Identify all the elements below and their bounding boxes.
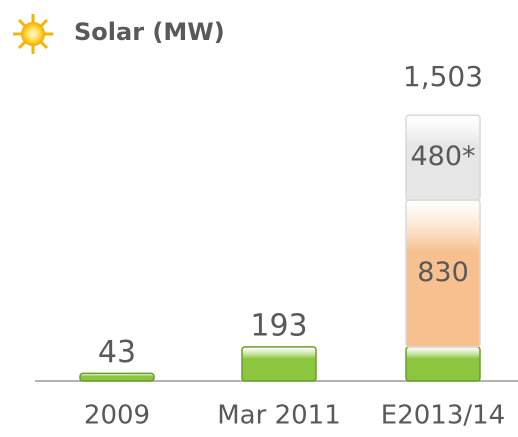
bar-segment <box>241 346 317 382</box>
x-tick-label: Mar 2011 <box>217 401 341 431</box>
value-label: 193 <box>250 308 307 343</box>
value-label: 43 <box>98 335 136 370</box>
total-label: 1,503 <box>403 60 483 93</box>
value-label: 480* <box>410 141 475 172</box>
chart-title: Solar (MW) <box>74 18 225 46</box>
bar-segment <box>405 114 481 201</box>
x-tick-label: E2013/14 <box>381 401 505 431</box>
x-tick-label: 2009 <box>84 401 150 431</box>
bar-segment <box>405 346 481 382</box>
sun-icon <box>13 14 53 54</box>
value-label: 830 <box>417 257 469 288</box>
bar-segment <box>79 372 155 382</box>
